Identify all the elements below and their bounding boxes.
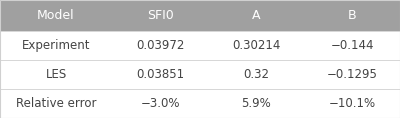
Bar xyxy=(0,60,400,89)
Text: LES: LES xyxy=(45,68,67,81)
Text: −0.1295: −0.1295 xyxy=(326,68,378,81)
Text: 0.32: 0.32 xyxy=(243,68,269,81)
Text: Model: Model xyxy=(37,9,75,22)
Text: Relative error: Relative error xyxy=(16,97,96,110)
Bar xyxy=(0,31,400,60)
Text: −10.1%: −10.1% xyxy=(328,97,376,110)
Bar xyxy=(0,89,400,118)
Text: 0.03972: 0.03972 xyxy=(136,39,184,52)
Text: SFI0: SFI0 xyxy=(147,9,173,22)
Text: B: B xyxy=(348,9,356,22)
Text: 0.30214: 0.30214 xyxy=(232,39,280,52)
Text: −3.0%: −3.0% xyxy=(140,97,180,110)
Text: A: A xyxy=(252,9,260,22)
Text: −0.144: −0.144 xyxy=(330,39,374,52)
Text: 5.9%: 5.9% xyxy=(241,97,271,110)
Bar xyxy=(0,0,400,31)
Text: 0.03851: 0.03851 xyxy=(136,68,184,81)
Text: Experiment: Experiment xyxy=(22,39,90,52)
